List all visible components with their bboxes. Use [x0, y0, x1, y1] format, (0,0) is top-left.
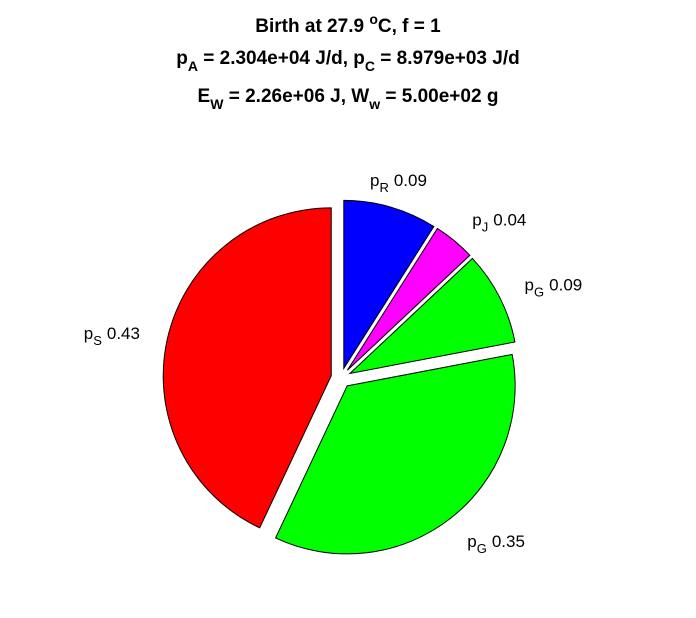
label-name: p [472, 210, 481, 229]
label-value: 0.35 [492, 532, 525, 551]
label-name: p [467, 532, 476, 551]
pie-slice [274, 353, 516, 555]
label-name: p [84, 324, 93, 343]
label-value: 0.09 [394, 171, 427, 190]
label-subscript: R [379, 180, 388, 195]
title-segment: A [188, 58, 198, 74]
title-segment: W [210, 96, 224, 112]
chart-title: Birth at 27.9 oC, f = 1 [255, 11, 441, 37]
title-segment: C [365, 58, 375, 74]
slice-label: pJ 0.04 [472, 210, 526, 234]
title-segment: = 5.00e+02 g [380, 86, 498, 107]
title-segment: o [369, 11, 378, 27]
slice-label: pG 0.35 [467, 532, 525, 556]
label-value: 0.04 [493, 210, 526, 229]
pie-slice [348, 257, 516, 375]
title-segment: Birth at 27.9 [255, 16, 369, 37]
label-name: p [525, 275, 534, 294]
label-value: 0.09 [549, 275, 582, 294]
title-segment: = 8.979e+03 J/d [375, 48, 520, 69]
slice-label: pS 0.43 [84, 324, 140, 348]
label-subscript: S [93, 333, 102, 348]
label-value: 0.43 [107, 324, 140, 343]
label-subscript: G [534, 284, 544, 299]
pie-slice [346, 227, 471, 371]
pie-slice [162, 207, 332, 529]
slice-label: pR 0.09 [370, 171, 427, 195]
chart-title: pA = 2.304e+04 J/d, pC = 8.979e+03 J/d [176, 48, 519, 74]
pie-slice [343, 199, 435, 371]
title-segment: w [368, 96, 380, 112]
title-segment: C, f = 1 [378, 16, 441, 37]
title-segment: = 2.304e+04 J/d, p [198, 48, 365, 69]
chart-title: EW = 2.26e+06 J, Ww = 5.00e+02 g [198, 86, 499, 112]
label-subscript: G [477, 541, 487, 556]
slice-label: pG 0.09 [525, 275, 583, 299]
title-segment: p [176, 48, 188, 69]
label-subscript: J [482, 219, 489, 234]
title-segment: = 2.26e+06 J, W [223, 86, 369, 107]
label-name: p [370, 171, 379, 190]
title-segment: E [198, 86, 211, 107]
